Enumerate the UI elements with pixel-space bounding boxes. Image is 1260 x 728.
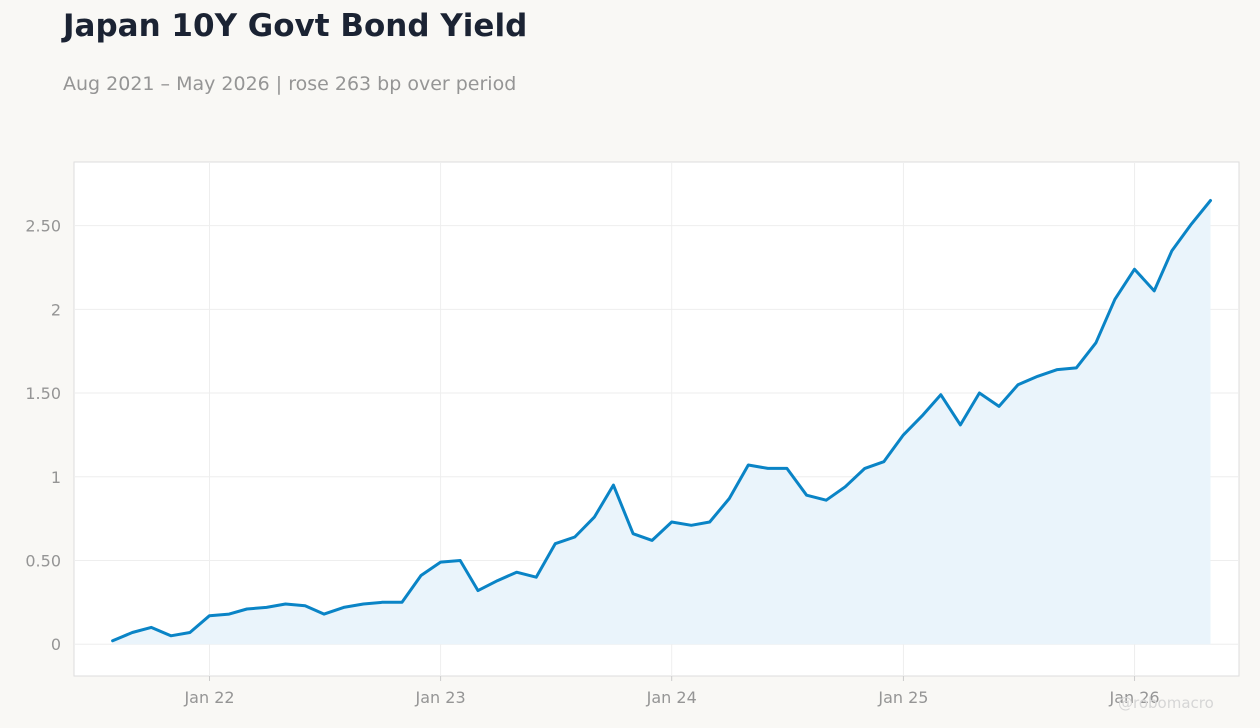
watermark: @robomacro	[1118, 694, 1214, 712]
chart-subtitle: Aug 2021 – May 2026 | rose 263 bp over p…	[63, 73, 517, 95]
yield-area	[112, 200, 1211, 645]
chart-title: Japan 10Y Govt Bond Yield	[63, 8, 528, 44]
x-tick-label: Jan 24	[646, 688, 697, 707]
y-axis-ticks: 0 0.50 1 1.50 2 2.50	[25, 217, 61, 655]
x-tick-label: Jan 22	[183, 688, 234, 707]
x-axis-ticks: Jan 22 Jan 23 Jan 24 Jan 25 Jan 26	[183, 676, 1160, 707]
y-tick-label: 0	[51, 635, 61, 654]
y-tick-label: 0.50	[25, 551, 61, 570]
x-tick-label: Jan 25	[877, 688, 928, 707]
x-tick-label: Jan 23	[415, 688, 466, 707]
x-tick-label: Jan 26	[1108, 688, 1159, 707]
y-tick-label: 2	[51, 300, 61, 319]
y-tick-label: 2.50	[25, 217, 61, 236]
y-tick-label: 1.50	[25, 384, 61, 403]
y-tick-label: 1	[51, 468, 61, 487]
yield-line	[111, 199, 1212, 643]
